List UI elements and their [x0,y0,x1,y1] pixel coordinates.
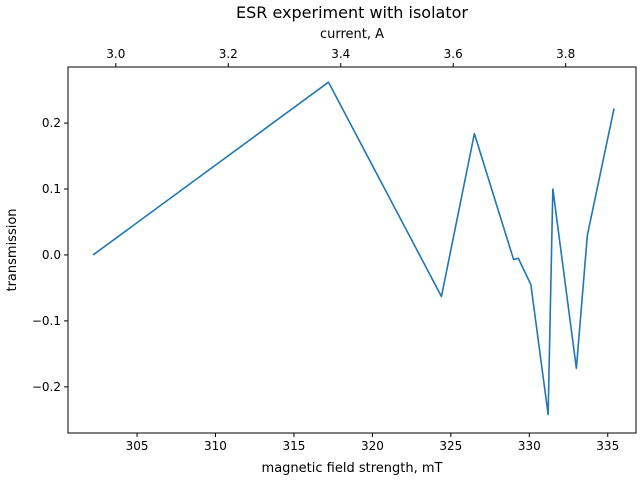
chart-title: ESR experiment with isolator [236,3,468,22]
y-tick-label: −0.2 [32,380,61,394]
x-axis-label: magnetic field strength, mT [262,461,443,476]
plot-frame [67,66,637,434]
x-tick-label: 305 [126,439,149,453]
x-tick-label: 310 [204,439,227,453]
y-axis-label: transmission [5,208,20,291]
x-tick-label: 325 [439,439,462,453]
x-tick-label: 320 [361,439,384,453]
series-line [92,81,615,416]
x-tick-label: 335 [596,439,619,453]
y-tick-label: 0.0 [42,248,61,262]
series-layer [92,81,615,416]
secondary-x-tick-label: 3.6 [444,47,463,61]
secondary-x-tick-label: 3.4 [331,47,350,61]
y-tick-label: −0.1 [32,314,61,328]
bottom-axis: 305 310 315 320 325 330 335 [126,433,619,453]
y-tick-label: 0.2 [42,116,61,130]
secondary-x-tick-label: 3.8 [556,47,575,61]
top-axis: 3.0 3.2 3.4 3.6 3.8 [106,47,575,67]
secondary-x-tick-label: 3.0 [106,47,125,61]
x-tick-label: 330 [518,439,541,453]
secondary-x-axis-label: current, A [320,27,384,42]
left-axis: −0.2 −0.1 0.0 0.1 0.2 [32,116,68,394]
y-tick-label: 0.1 [42,182,61,196]
secondary-x-tick-label: 3.2 [219,47,238,61]
x-tick-label: 315 [282,439,305,453]
